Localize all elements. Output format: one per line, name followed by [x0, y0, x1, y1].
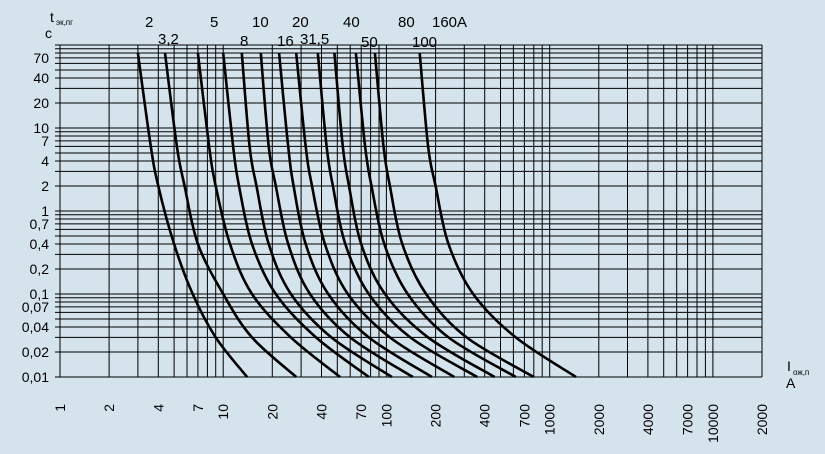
x-tick-label: 40 — [314, 404, 330, 420]
series-label-160A: 160A — [432, 14, 467, 31]
y-tick-label: 0,1 — [30, 286, 50, 302]
curve-5 — [196, 52, 341, 379]
curve-10 — [240, 52, 393, 379]
x-tick-label: 10000 — [705, 404, 721, 443]
series-label-50: 50 — [361, 34, 378, 51]
x-axis-label: I ож,п A — [786, 358, 809, 391]
x-tick-label: 700 — [516, 404, 532, 428]
y-tick-label: 0,04 — [22, 319, 49, 335]
x-tick-label: 2 — [101, 404, 117, 412]
y-label-main: t — [50, 9, 54, 25]
x-tick-label: 100 — [378, 404, 394, 428]
curve-40 — [316, 52, 478, 379]
y-tick-label: 4 — [41, 153, 49, 169]
series-label-20: 20 — [292, 14, 309, 31]
series-label-80: 80 — [398, 14, 415, 31]
y-tick-label: 1 — [41, 203, 49, 219]
curve-20 — [277, 52, 433, 379]
y-tick-label: 2 — [41, 178, 49, 194]
series-label-100: 100 — [412, 34, 437, 51]
x-label-unit: A — [786, 375, 796, 391]
x-tick-label: 7 — [190, 404, 206, 412]
curve-50 — [333, 52, 496, 379]
series-label-5: 5 — [210, 14, 218, 31]
curve-3,2 — [163, 52, 298, 378]
series-label-8: 8 — [240, 33, 248, 50]
curve-8 — [221, 52, 370, 379]
curve-31,5 — [294, 52, 455, 379]
y-tick-label: 10 — [33, 120, 49, 136]
curves — [136, 52, 577, 379]
y-tick-label: 0,2 — [30, 261, 50, 277]
y-tick-labels: 0,01 0,02 0,04 0,070,1 0,2 0,4 0,71 2 4 710 20 40 70 — [22, 50, 49, 385]
y-tick-label: 20 — [33, 95, 49, 111]
y-tick-label: 40 — [33, 70, 49, 86]
x-tick-label: 1000 — [542, 404, 558, 435]
x-tick-label: 1 — [52, 404, 68, 412]
y-tick-label: 0,7 — [30, 216, 50, 232]
y-label-unit: с — [45, 25, 52, 41]
x-tick-label: 400 — [477, 404, 493, 428]
x-label-main: I — [787, 358, 791, 374]
series-label-3,2: 3,2 — [158, 31, 179, 48]
series-label-16: 16 — [277, 33, 294, 50]
y-tick-label: 7 — [41, 133, 49, 149]
y-label-sub: эк,пг — [56, 18, 73, 27]
y-tick-label: 70 — [33, 50, 49, 66]
x-tick-label: 20 — [264, 404, 280, 420]
x-label-sub: ож,п — [793, 368, 809, 377]
curve-100 — [373, 52, 535, 379]
curve-160A — [418, 52, 577, 379]
x-tick-labels: 1 2 4 7 10 20 40 70 100 200 400 700 1000 2000 4000 7000… — [52, 404, 770, 443]
x-tick-label: 10 — [215, 404, 231, 420]
y-tick-label: 0,01 — [22, 369, 49, 385]
x-tick-label: 4 — [150, 404, 166, 412]
y-tick-label: 0,4 — [30, 236, 50, 252]
series-label-40: 40 — [343, 14, 360, 31]
x-tick-label: 2000 — [591, 404, 607, 435]
series-label-2: 2 — [145, 14, 153, 31]
x-tick-label: 200 — [428, 404, 444, 428]
grid — [55, 44, 763, 378]
x-tick-label: 7000 — [680, 404, 696, 435]
curve-2 — [136, 52, 249, 378]
y-axis-label: t эк,пг с — [45, 9, 73, 41]
x-tick-label: 2000 — [754, 404, 770, 435]
curve-16 — [259, 52, 414, 379]
x-tick-label: 4000 — [640, 404, 656, 435]
curve-80 — [354, 52, 517, 379]
y-tick-label: 0,07 — [22, 299, 49, 315]
y-tick-label: 0,02 — [22, 344, 49, 360]
x-tick-label: 70 — [353, 404, 369, 420]
series-label-10: 10 — [252, 14, 269, 31]
series-label-31,5: 31,5 — [300, 31, 329, 48]
